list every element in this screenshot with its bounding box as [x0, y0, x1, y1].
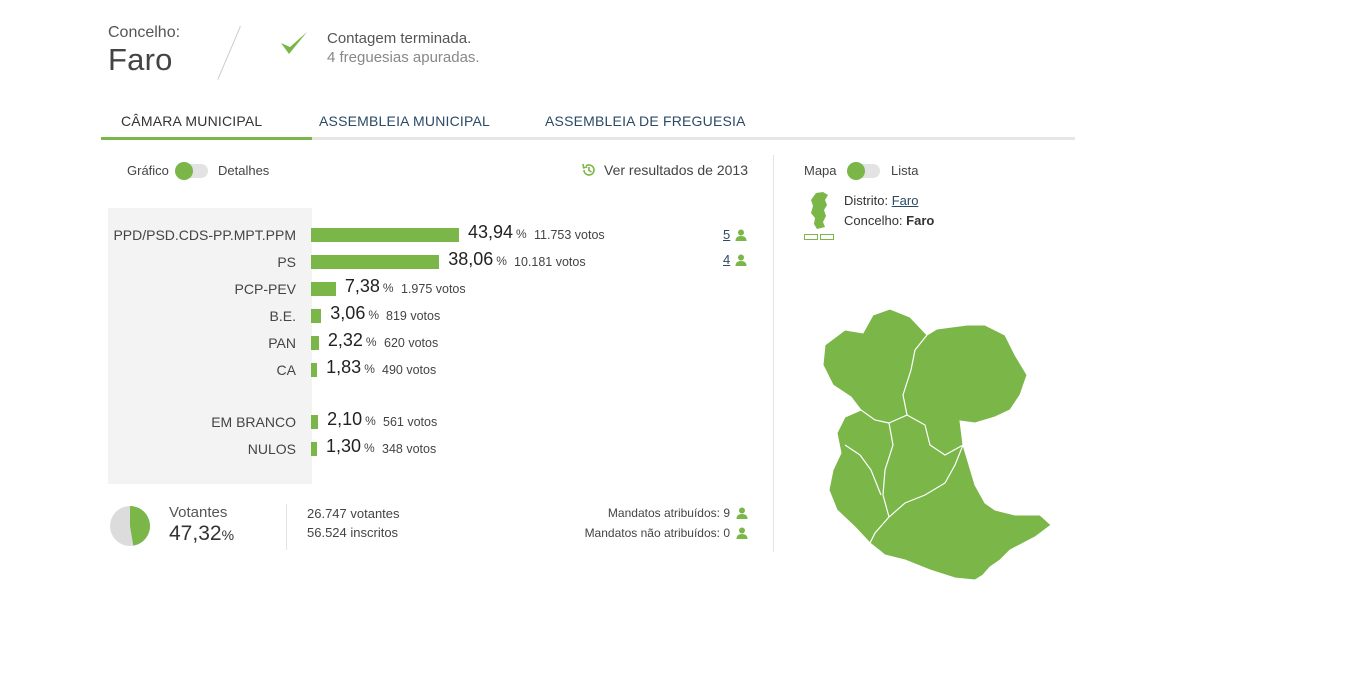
history-link[interactable]: Ver resultados de 2013: [581, 162, 748, 178]
toggle-label-grafico: Gráfico: [127, 163, 169, 178]
tabs-baseline: [101, 137, 1075, 140]
result-votes: 819 votos: [386, 309, 441, 323]
zoom-out-button[interactable]: [804, 234, 818, 240]
status-line-2: 4 freguesias apuradas.: [327, 49, 480, 66]
party-labels-panel: [108, 208, 312, 484]
result-votes: 10.181 votos: [514, 255, 586, 269]
party-label: PPD/PSD.CDS-PP.MPT.PPM: [113, 227, 296, 243]
turnout-label: Votantes: [169, 504, 228, 521]
toggle-label-mapa: Mapa: [804, 163, 837, 178]
toggle-label-detalhes: Detalhes: [218, 163, 270, 178]
seats-link[interactable]: 5: [723, 227, 747, 242]
municipality-name: Faro: [906, 213, 935, 228]
seats-link[interactable]: 4: [723, 252, 747, 267]
voters-count: 26.747 votantes: [307, 506, 400, 521]
view-toggle[interactable]: [175, 162, 208, 180]
result-bar: [311, 363, 318, 377]
result-bar: [311, 415, 319, 429]
party-label: EM BRANCO: [211, 414, 296, 430]
result-percentage: 38,06%: [448, 249, 507, 269]
tab-camara-municipal[interactable]: CÂMARA MUNICIPAL: [121, 113, 263, 129]
party-label: PCP-PEV: [234, 281, 296, 297]
result-votes: 11.753 votos: [534, 228, 605, 242]
person-icon: [735, 229, 747, 241]
district-info: Distrito: Faro: [844, 193, 919, 208]
result-votes: 348 votos: [382, 442, 437, 456]
result-bar: [311, 442, 317, 456]
result-votes: 561 votos: [383, 415, 438, 429]
result-votes: 1.975 votos: [401, 282, 466, 296]
result-votes: 620 votos: [384, 336, 439, 350]
portugal-map-icon[interactable]: [808, 192, 832, 230]
toggle-knob: [175, 162, 193, 180]
map-toggle[interactable]: [847, 162, 880, 180]
toggle-label-lista: Lista: [891, 163, 919, 178]
person-icon: [736, 507, 748, 519]
history-icon: [582, 163, 595, 176]
history-link-label: Ver resultados de 2013: [604, 162, 748, 178]
municipality-info: Concelho: Faro: [844, 213, 935, 228]
mandates-assigned: Mandatos atribuídos: 9: [608, 506, 748, 520]
active-tab-indicator: [101, 137, 312, 140]
tab-assembleia-freguesia[interactable]: ASSEMBLEIA DE FREGUESIA: [545, 113, 746, 129]
panel-divider: [773, 155, 774, 552]
tab-assembleia-municipal[interactable]: ASSEMBLEIA MUNICIPAL: [319, 113, 491, 129]
party-label: CA: [276, 362, 296, 378]
header-divider: [217, 26, 241, 80]
toggle-knob: [847, 162, 865, 180]
status-line-1: Contagem terminada.: [327, 30, 472, 47]
result-percentage: 2,10%: [327, 409, 376, 429]
result-percentage: 43,94%: [468, 222, 527, 242]
footer-divider: [286, 504, 287, 550]
registered-count: 56.524 inscritos: [307, 525, 399, 540]
mandates-unassigned: Mandatos não atribuídos: 0: [585, 526, 748, 540]
person-icon: [736, 527, 748, 539]
result-percentage: 3,06%: [330, 303, 380, 323]
result-percentage: 7,38%: [344, 276, 394, 296]
result-bar: [311, 228, 459, 242]
result-percentage: 2,32%: [327, 330, 377, 350]
party-label: PAN: [268, 335, 296, 351]
check-icon: [281, 32, 307, 54]
result-bar: [311, 336, 319, 350]
municipality-map[interactable]: [815, 305, 1060, 585]
zoom-in-button[interactable]: [820, 234, 834, 240]
turnout-percentage: 47,32%: [169, 522, 235, 545]
header-label: Concelho:: [108, 24, 181, 41]
party-label: PS: [277, 254, 296, 270]
result-votes: 490 votos: [382, 363, 437, 377]
person-icon: [735, 254, 747, 266]
result-bar: [311, 309, 322, 323]
party-label: B.E.: [269, 308, 296, 324]
party-label: NULOS: [247, 441, 296, 457]
result-bar: [311, 255, 440, 269]
result-percentage: 1,83%: [326, 357, 375, 377]
turnout-pie-icon: [110, 506, 151, 546]
district-link[interactable]: Faro: [891, 193, 919, 208]
page-title: Faro: [108, 42, 173, 77]
result-percentage: 1,30%: [326, 436, 375, 456]
result-bar: [311, 282, 336, 296]
